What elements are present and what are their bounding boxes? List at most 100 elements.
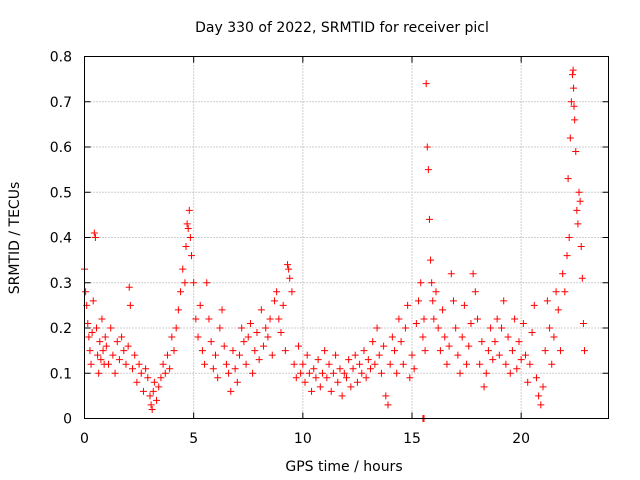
data-point [401, 324, 409, 332]
data-point [91, 234, 99, 241]
data-point [122, 360, 130, 368]
data-point [308, 387, 316, 395]
data-point [95, 369, 103, 377]
data-point [310, 365, 318, 373]
data-point [454, 351, 462, 359]
data-point [369, 338, 377, 346]
data-point [569, 66, 577, 74]
data-point [166, 365, 174, 373]
data-point [515, 338, 523, 346]
data-point [182, 243, 190, 251]
data-point [380, 342, 388, 350]
data-point [397, 338, 405, 346]
data-point [415, 297, 423, 305]
data-point [498, 324, 506, 332]
data-point [421, 347, 429, 355]
data-point [423, 143, 431, 151]
data-point [504, 333, 512, 341]
data-point [458, 333, 466, 341]
data-point [517, 356, 525, 364]
data-point [474, 315, 481, 323]
data-point [285, 265, 293, 273]
data-point [163, 351, 171, 359]
data-point [449, 297, 457, 305]
data-point [463, 360, 471, 368]
x-tick-label: 15 [403, 431, 421, 447]
data-point [99, 347, 107, 355]
data-point [465, 342, 473, 350]
data-point [159, 360, 167, 368]
data-point [255, 356, 263, 364]
data-point [168, 333, 176, 341]
data-point [362, 374, 370, 382]
data-point [375, 351, 383, 359]
data-point [316, 383, 324, 391]
data-point [157, 374, 165, 382]
data-point [236, 351, 244, 359]
data-point [299, 360, 307, 368]
data-point [391, 347, 399, 355]
data-point [382, 392, 390, 400]
y-tick-label: 0.7 [50, 95, 72, 111]
data-point [87, 360, 95, 368]
y-tick-label: 0.6 [50, 140, 72, 156]
data-point [447, 270, 455, 278]
data-point [170, 347, 178, 355]
data-point [580, 347, 588, 355]
data-point [297, 369, 305, 377]
data-point [532, 374, 540, 382]
y-tick-label: 0.4 [50, 231, 72, 247]
data-point [576, 197, 584, 205]
data-point [393, 369, 401, 377]
data-point [194, 333, 202, 341]
data-point [571, 116, 579, 124]
data-point [489, 356, 497, 364]
data-point [565, 234, 573, 241]
data-point [356, 360, 364, 368]
data-point [334, 378, 342, 386]
data-point [102, 342, 110, 350]
data-point [358, 369, 366, 377]
data-point [420, 315, 428, 323]
data-point [367, 365, 375, 373]
y-tick-label: 0 [63, 412, 72, 428]
data-point [286, 274, 294, 282]
data-point [530, 301, 538, 309]
data-point [476, 360, 484, 368]
data-point [371, 360, 379, 368]
data-point [135, 360, 143, 368]
data-point [434, 324, 442, 332]
data-point [266, 315, 274, 323]
data-point [550, 333, 558, 341]
data-point [349, 365, 357, 373]
data-point [212, 351, 219, 359]
data-point [404, 301, 412, 309]
data-point [508, 347, 516, 355]
x-tick-labels: 0 5 10 15 20 [80, 431, 530, 447]
data-point [227, 387, 235, 395]
data-point [97, 356, 105, 364]
data-point [96, 338, 104, 346]
y-tick-label: 0.5 [50, 185, 72, 201]
data-point [427, 256, 435, 264]
x-tick-label: 20 [512, 431, 530, 447]
data-point [360, 347, 368, 355]
data-point [262, 324, 270, 332]
data-point [422, 80, 430, 88]
data-point [94, 351, 102, 359]
data-point [543, 297, 551, 305]
data-points [81, 66, 588, 422]
plot-frame [84, 56, 609, 419]
y-tick-labels: 0 0.1 0.2 0.3 0.4 0.5 0.6 0.7 0.8 [50, 50, 72, 428]
data-point [120, 347, 128, 355]
data-point [563, 252, 571, 260]
data-point [573, 206, 581, 214]
data-point [133, 378, 141, 386]
data-point [566, 134, 574, 142]
data-point [90, 229, 98, 237]
data-point [436, 347, 444, 355]
data-point [570, 102, 578, 110]
data-point [196, 301, 204, 309]
data-point [564, 175, 572, 183]
